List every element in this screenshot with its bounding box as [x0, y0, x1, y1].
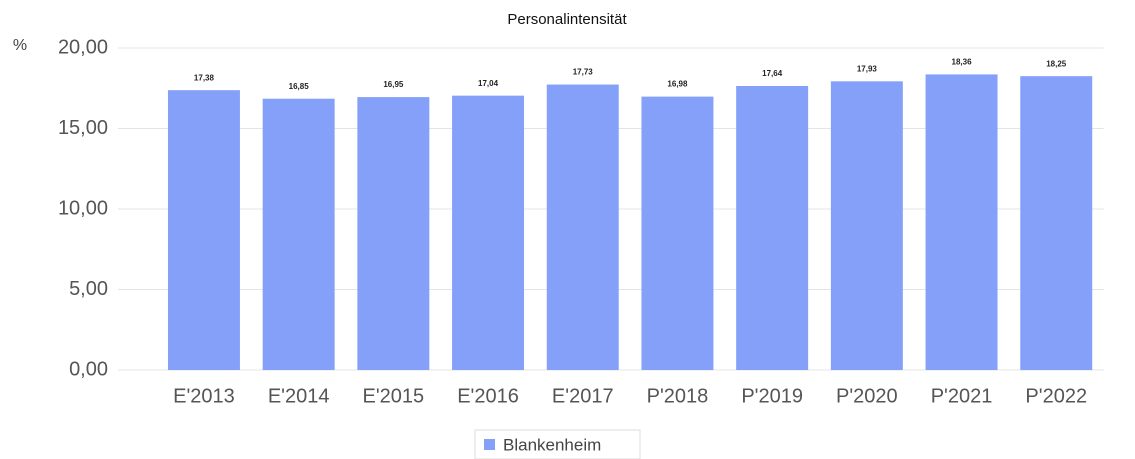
y-tick-label: 0,00 [69, 358, 108, 380]
bar [925, 74, 998, 371]
bar [830, 81, 903, 371]
y-tick-label: 5,00 [69, 278, 108, 300]
bar [262, 98, 335, 370]
bar [736, 85, 809, 370]
data-label: 18,36 [952, 58, 973, 67]
data-label: 17,73 [573, 68, 594, 77]
x-tick-label: P'2022 [1025, 385, 1087, 407]
bar [167, 90, 240, 370]
y-axis-label: % [13, 37, 27, 54]
x-tick-label: E'2015 [363, 385, 425, 407]
legend-label: Blankenheim [503, 435, 601, 454]
chart-title: Personalintensität [507, 11, 627, 28]
data-label: 17,64 [762, 69, 783, 78]
data-label: 16,95 [383, 80, 404, 89]
y-tick-label: 20,00 [58, 36, 108, 58]
x-tick-label: E'2013 [173, 385, 235, 407]
x-tick-label: P'2021 [931, 385, 993, 407]
data-label: 17,04 [478, 79, 499, 88]
data-label: 17,93 [857, 64, 878, 73]
bar [357, 97, 430, 370]
y-tick-label: 10,00 [58, 197, 108, 219]
x-tick-label: E'2016 [457, 385, 519, 407]
data-label: 16,85 [289, 82, 310, 91]
x-tick-label: E'2014 [268, 385, 330, 407]
y-tick-label: 15,00 [58, 117, 108, 139]
legend-swatch [484, 439, 495, 450]
x-tick-label: E'2017 [552, 385, 614, 407]
x-tick-label: P'2018 [647, 385, 709, 407]
bar [641, 96, 714, 370]
bar [452, 95, 525, 370]
data-label: 16,98 [667, 80, 688, 89]
bar [1020, 76, 1093, 371]
legend-box [474, 429, 641, 459]
data-label: 18,25 [1046, 59, 1067, 68]
bar [546, 84, 619, 370]
x-tick-label: P'2019 [741, 385, 803, 407]
x-tick-label: P'2020 [836, 385, 898, 407]
data-label: 17,38 [194, 73, 215, 82]
